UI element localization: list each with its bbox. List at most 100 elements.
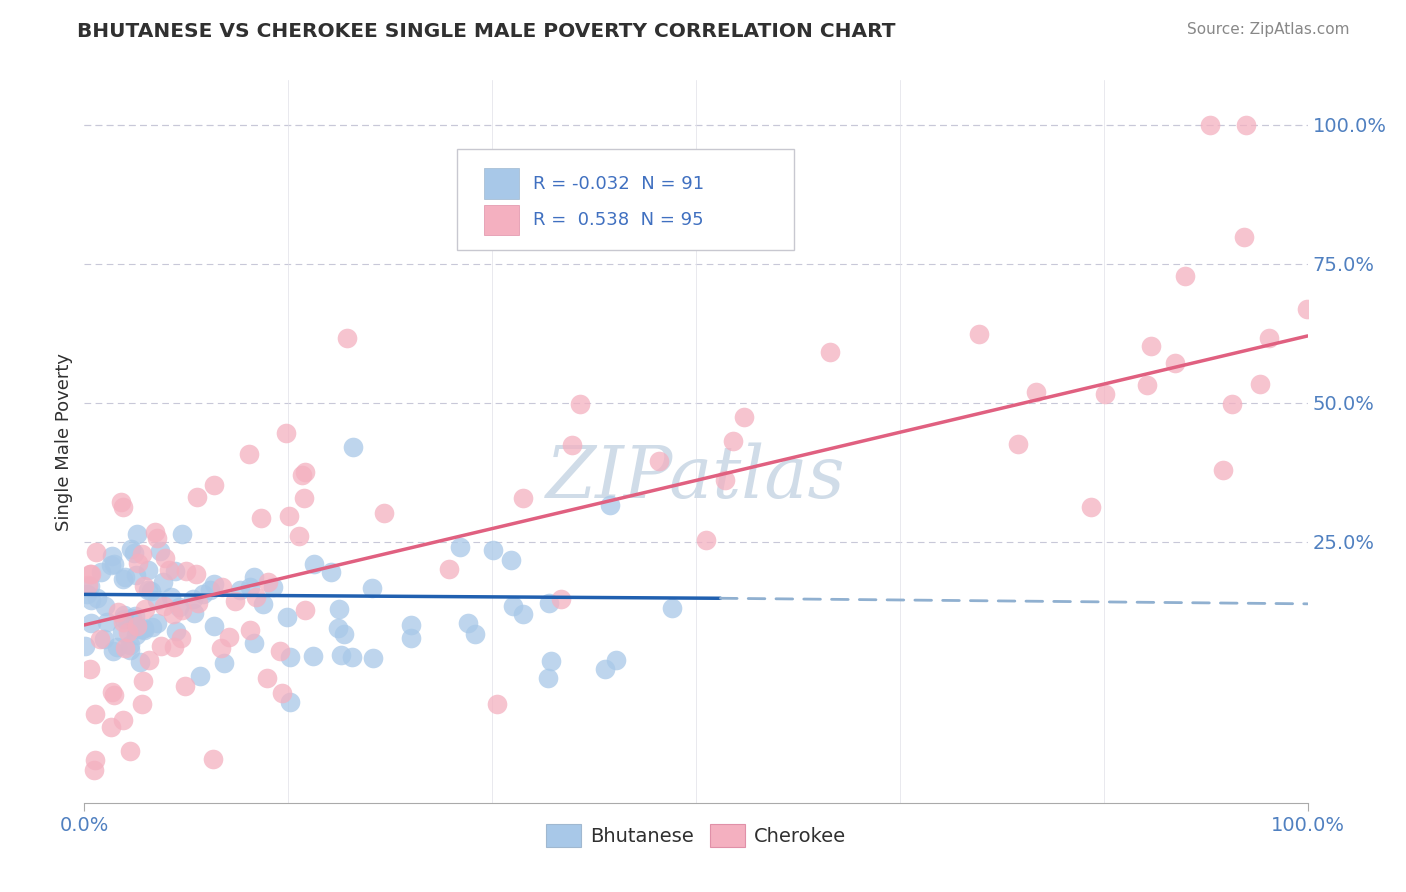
Point [89, 632, 111, 646]
Point [80, 593, 103, 607]
Point [278, 649, 301, 664]
Point [111, 625, 134, 640]
Point [118, 643, 141, 657]
Point [252, 597, 274, 611]
Point [114, 570, 136, 584]
Point [75, 639, 97, 653]
Point [270, 686, 292, 700]
FancyBboxPatch shape [457, 149, 794, 250]
Point [211, 580, 233, 594]
Point [143, 524, 166, 539]
Point [112, 713, 135, 727]
Point [437, 561, 460, 575]
Point [278, 508, 301, 523]
Point [1136, 378, 1159, 392]
Point [1198, 118, 1220, 132]
Point [181, 592, 204, 607]
Point [294, 603, 316, 617]
Point [540, 654, 562, 668]
Point [301, 649, 323, 664]
Point [733, 410, 755, 425]
Point [342, 440, 364, 454]
Point [139, 583, 162, 598]
Point [278, 695, 301, 709]
Point [122, 546, 145, 560]
Point [593, 662, 616, 676]
Point [276, 610, 298, 624]
Point [129, 655, 152, 669]
Point [136, 563, 159, 577]
Point [269, 644, 291, 658]
Point [1174, 269, 1197, 284]
Point [202, 478, 225, 492]
Point [112, 615, 135, 630]
Point [103, 644, 125, 658]
Point [83, 753, 105, 767]
Point [550, 591, 572, 606]
Point [90, 566, 112, 580]
Point [76, 578, 98, 592]
Point [114, 641, 136, 656]
Point [1094, 387, 1116, 401]
Point [146, 593, 169, 607]
Point [157, 563, 180, 577]
Point [134, 601, 156, 615]
Point [328, 602, 350, 616]
Point [262, 581, 284, 595]
Point [80, 615, 103, 630]
Point [100, 720, 122, 734]
FancyBboxPatch shape [484, 204, 519, 235]
Point [149, 640, 172, 654]
Point [79, 579, 101, 593]
Point [120, 638, 142, 652]
Point [188, 669, 211, 683]
Point [107, 605, 129, 619]
Point [127, 622, 149, 636]
Point [153, 551, 176, 566]
Point [132, 621, 155, 635]
FancyBboxPatch shape [484, 169, 519, 199]
Point [152, 574, 174, 589]
Point [202, 619, 225, 633]
Point [80, 566, 103, 581]
Point [165, 624, 187, 638]
Point [145, 616, 167, 631]
Point [165, 564, 187, 578]
Point [238, 447, 260, 461]
Point [481, 543, 503, 558]
Point [124, 609, 146, 624]
Text: R = -0.032  N = 91: R = -0.032 N = 91 [533, 175, 704, 193]
Point [86, 591, 108, 605]
Text: ZIPatlas: ZIPatlas [546, 442, 846, 513]
Point [361, 581, 384, 595]
Point [174, 679, 197, 693]
Point [1164, 355, 1187, 369]
Point [1080, 500, 1102, 514]
Point [243, 636, 266, 650]
Point [84, 706, 107, 721]
Point [121, 610, 143, 624]
Point [100, 558, 122, 573]
Point [449, 540, 471, 554]
Point [340, 649, 363, 664]
Point [1140, 339, 1163, 353]
Point [138, 653, 160, 667]
Point [112, 500, 135, 514]
Point [79, 662, 101, 676]
Point [183, 607, 205, 621]
Point [132, 623, 155, 637]
Point [193, 587, 215, 601]
Point [103, 688, 125, 702]
Point [1295, 301, 1317, 316]
Point [330, 648, 353, 663]
Point [127, 556, 149, 570]
Point [93, 632, 115, 646]
Point [162, 640, 184, 655]
Point [538, 596, 561, 610]
Point [186, 490, 208, 504]
Point [76, 586, 98, 600]
Point [146, 531, 169, 545]
Point [721, 434, 744, 448]
Point [141, 620, 163, 634]
Point [256, 671, 278, 685]
